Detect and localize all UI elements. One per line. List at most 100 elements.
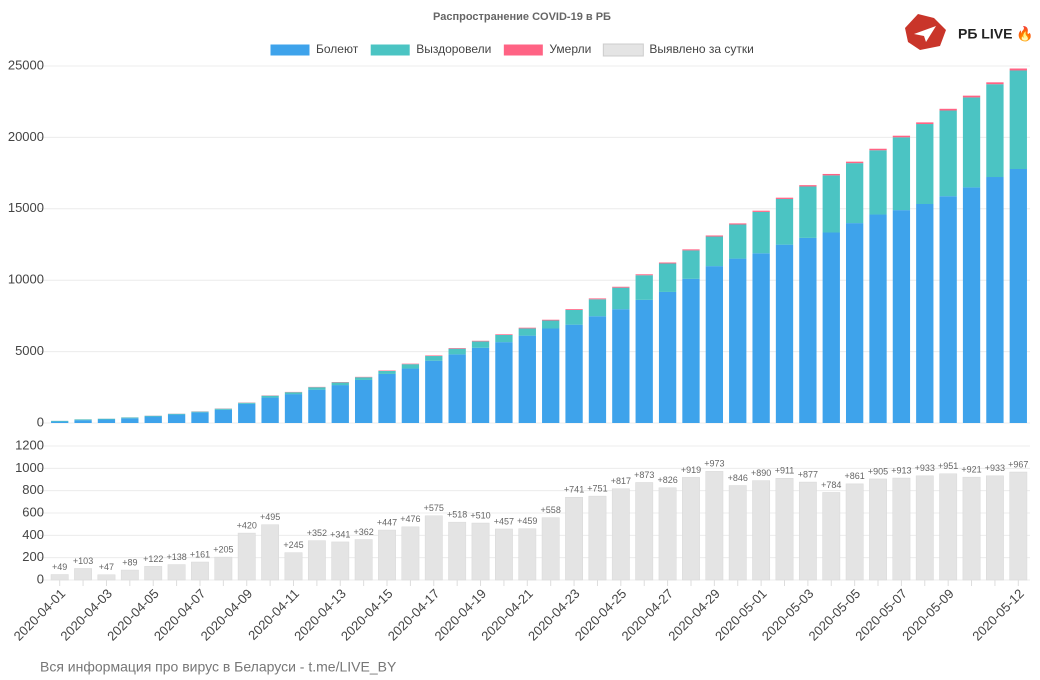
bar-segment — [729, 258, 747, 423]
bar — [378, 529, 396, 581]
bar-segment — [939, 110, 957, 197]
bar-segment — [892, 135, 911, 138]
bar-segment — [495, 334, 513, 335]
data-label: +510 — [470, 510, 490, 520]
legend-label: Умерли — [549, 42, 591, 56]
y-tick-label: 800 — [22, 482, 44, 497]
bar-segment — [518, 328, 536, 336]
brand: РБ LIVE 🔥 — [958, 26, 1034, 43]
bar — [284, 552, 303, 581]
data-label: +447 — [377, 517, 397, 527]
bar-segment — [916, 122, 934, 125]
bar-segment — [354, 379, 373, 423]
bar-segment — [471, 341, 490, 348]
bar-segment — [97, 419, 116, 423]
bar — [588, 495, 607, 581]
bar — [448, 521, 467, 581]
bar — [565, 497, 583, 581]
legend-swatch — [369, 43, 411, 57]
bar-segment — [799, 237, 817, 423]
bar — [307, 540, 326, 581]
data-label: +921 — [961, 465, 981, 475]
bar-segment — [401, 368, 420, 423]
bar-segment — [869, 214, 887, 423]
bar — [167, 564, 186, 581]
y-tick-label: 200 — [22, 549, 44, 564]
logo — [905, 14, 946, 50]
bar-segment — [518, 327, 536, 329]
bar — [682, 477, 700, 581]
bar-segment — [308, 389, 326, 423]
bar-segment — [1009, 169, 1027, 423]
y-tick-label: 20000 — [8, 129, 44, 144]
bar-segment — [635, 274, 653, 276]
bar-segment — [635, 299, 653, 423]
bar-segment — [378, 373, 396, 423]
data-label: +420 — [237, 520, 257, 530]
bar-segment — [121, 417, 139, 419]
bar-segment — [588, 298, 607, 300]
bar — [214, 556, 233, 581]
data-label: +459 — [517, 516, 537, 526]
bar-segment — [845, 163, 864, 224]
bar-segment — [822, 232, 840, 423]
bar-segment — [144, 416, 162, 423]
bar-segment — [214, 409, 233, 423]
bar-segment — [51, 421, 69, 423]
bar-segment — [191, 411, 209, 413]
bar-segment — [869, 150, 887, 215]
bar-segment — [261, 395, 279, 398]
bar — [822, 492, 841, 581]
bar — [986, 475, 1004, 581]
bar-segment — [74, 419, 92, 421]
bar-segment — [682, 249, 700, 251]
data-label: +341 — [330, 529, 350, 539]
data-label: +751 — [587, 484, 607, 494]
data-label: +905 — [868, 466, 888, 476]
bar-segment — [962, 187, 981, 423]
bar — [424, 515, 443, 581]
bar — [728, 485, 747, 581]
bar-segment — [495, 342, 513, 423]
bar-segment — [495, 334, 513, 343]
data-label: +476 — [400, 514, 420, 524]
data-label: +495 — [260, 512, 280, 522]
bar-segment — [448, 348, 466, 355]
bar-segment — [401, 364, 420, 369]
bar-segment — [986, 82, 1004, 85]
data-label: +933 — [985, 463, 1005, 473]
bar-segment — [775, 244, 794, 423]
bar-segment — [565, 309, 583, 325]
bar — [915, 475, 934, 581]
legend-swatch — [602, 43, 644, 57]
bar — [74, 568, 92, 581]
data-label: +138 — [166, 552, 186, 562]
bar-segment — [308, 387, 326, 390]
bar-segment — [97, 418, 116, 420]
bar-segment — [682, 278, 700, 423]
bar-segment — [775, 197, 794, 199]
bar-segment — [612, 287, 630, 310]
data-label: +457 — [494, 516, 514, 526]
bar-segment — [729, 223, 747, 225]
data-label: +919 — [681, 465, 701, 475]
bar — [635, 482, 654, 581]
data-label: +89 — [122, 557, 137, 567]
bar-segment — [822, 175, 840, 233]
y-tick-label: 1000 — [15, 460, 44, 475]
bar-segment — [51, 420, 69, 422]
data-label: +873 — [634, 470, 654, 480]
bar — [752, 480, 771, 581]
bar-segment — [682, 250, 700, 279]
data-label: +205 — [213, 544, 233, 554]
bar — [354, 539, 373, 581]
bar-segment — [752, 253, 770, 423]
bar-segment — [869, 148, 887, 151]
data-label: +122 — [143, 554, 163, 564]
bar-segment — [799, 186, 817, 238]
bar — [705, 471, 724, 581]
bar — [331, 541, 350, 581]
bar-segment — [425, 360, 443, 423]
bar-segment — [448, 348, 466, 349]
chart-title: Распространение COVID-19 в РБ — [433, 11, 611, 23]
